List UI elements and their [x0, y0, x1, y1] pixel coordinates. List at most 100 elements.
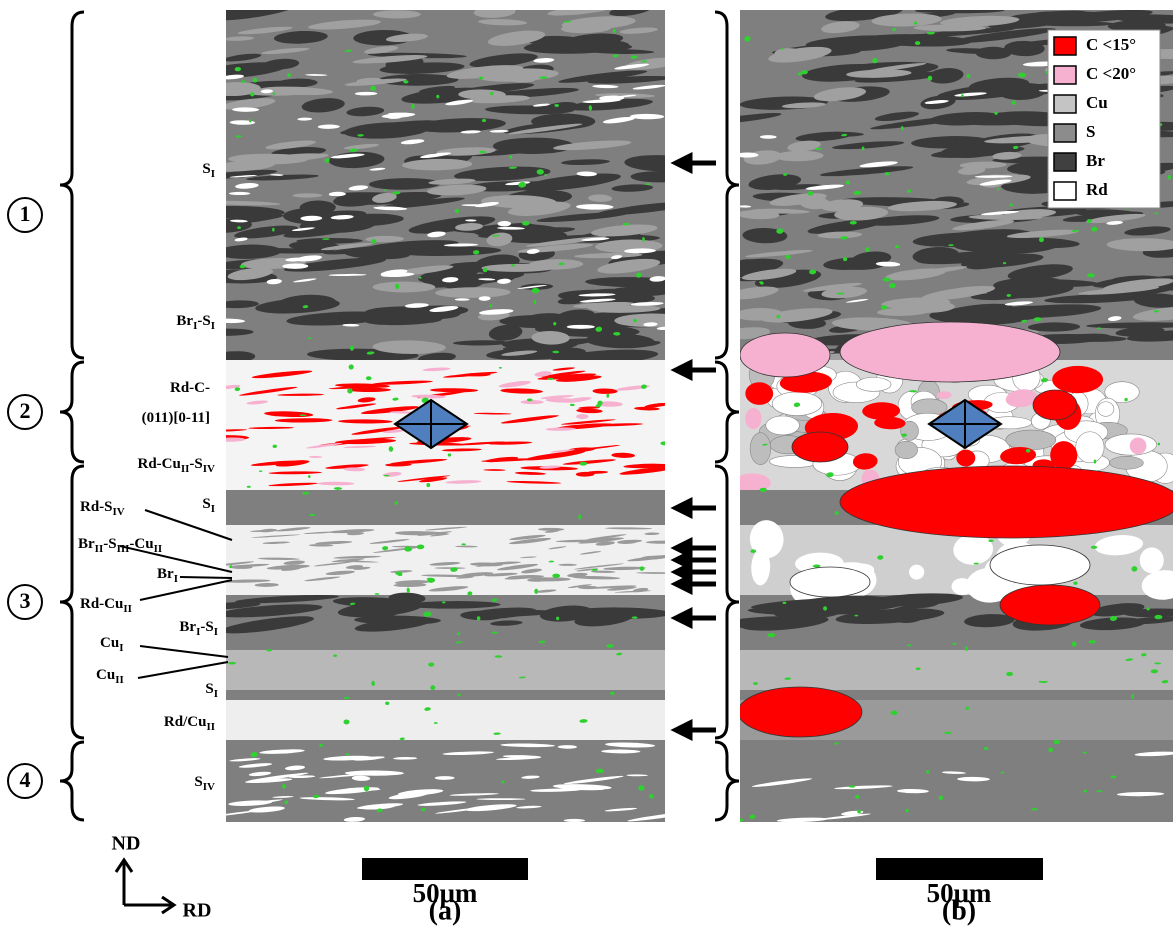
grain	[345, 437, 396, 442]
brace	[59, 464, 85, 740]
grain	[379, 62, 465, 74]
grain	[447, 453, 452, 457]
grain	[302, 491, 310, 495]
grain	[257, 557, 300, 560]
grain	[395, 283, 400, 290]
grain	[454, 166, 551, 181]
grain	[531, 330, 570, 345]
grain	[597, 204, 665, 216]
grain	[1085, 213, 1146, 224]
grain	[423, 611, 432, 617]
grain	[500, 743, 555, 748]
brace	[714, 740, 740, 822]
grain	[874, 416, 906, 430]
grain	[473, 10, 516, 18]
grain	[1083, 789, 1087, 793]
grain	[927, 75, 933, 81]
grain	[229, 174, 258, 178]
grain	[592, 305, 661, 313]
label-part: S	[202, 161, 210, 177]
grain	[894, 245, 900, 249]
grain	[548, 560, 555, 563]
grain	[826, 472, 834, 478]
grain	[291, 227, 315, 231]
grain	[992, 151, 1022, 160]
grain	[632, 84, 665, 90]
grain	[835, 608, 945, 624]
grain	[354, 617, 431, 632]
grain	[845, 180, 851, 185]
grain	[1071, 641, 1077, 647]
grain	[428, 586, 469, 592]
grain	[424, 526, 468, 531]
grain	[488, 324, 523, 341]
legend-swatch	[1053, 94, 1077, 114]
grain	[391, 545, 422, 548]
grain	[498, 380, 531, 388]
grain	[1038, 237, 1044, 243]
grain	[547, 377, 554, 380]
region-label: Rd-SIV	[80, 499, 125, 517]
grain	[249, 529, 277, 532]
grain	[510, 264, 516, 267]
grain	[767, 632, 776, 638]
grain	[1097, 401, 1115, 417]
grain	[319, 744, 324, 747]
grain	[528, 259, 584, 270]
grain	[561, 159, 610, 166]
grain	[1131, 694, 1135, 699]
grain	[554, 103, 559, 107]
grain	[854, 71, 949, 83]
grain	[938, 795, 944, 801]
grain	[586, 470, 609, 474]
grain	[226, 98, 276, 110]
grain	[556, 616, 560, 621]
grain	[500, 415, 559, 424]
grain	[299, 797, 355, 801]
grain	[429, 306, 459, 312]
region-label: SI	[202, 496, 215, 514]
grain	[226, 604, 323, 618]
band	[226, 650, 665, 690]
subscript: II	[206, 721, 215, 733]
grain	[957, 776, 990, 782]
grain	[1005, 389, 1038, 408]
grain	[372, 192, 397, 203]
subscript: I	[211, 320, 215, 332]
grain	[394, 501, 399, 505]
grain	[1053, 739, 1060, 745]
grain	[486, 346, 586, 361]
leader-line	[119, 545, 233, 573]
grain	[588, 585, 637, 589]
grain	[324, 158, 330, 163]
grain	[314, 541, 353, 545]
grain	[610, 255, 623, 260]
legend-label: C <20°	[1086, 64, 1136, 83]
grain	[854, 614, 859, 617]
grain	[479, 309, 514, 315]
grain	[979, 179, 1012, 186]
grain	[1004, 301, 1033, 306]
grain	[741, 615, 829, 631]
grain	[522, 221, 530, 226]
map-a	[226, 10, 665, 822]
legend-swatch	[1053, 65, 1077, 85]
grain	[557, 745, 577, 749]
grain	[745, 382, 774, 405]
grain	[1087, 273, 1095, 278]
grain	[1133, 306, 1173, 321]
zone-number: 1	[20, 201, 31, 226]
grain	[640, 384, 647, 389]
grain	[834, 742, 839, 745]
grain	[337, 600, 423, 618]
region-label: CuI	[100, 635, 123, 653]
arrow	[670, 572, 716, 596]
grain	[579, 461, 588, 466]
grain	[343, 467, 366, 472]
grain	[443, 243, 479, 247]
grain	[586, 534, 627, 541]
grain	[496, 563, 539, 571]
grain	[343, 719, 350, 725]
grain	[574, 563, 624, 570]
grain	[592, 84, 619, 89]
